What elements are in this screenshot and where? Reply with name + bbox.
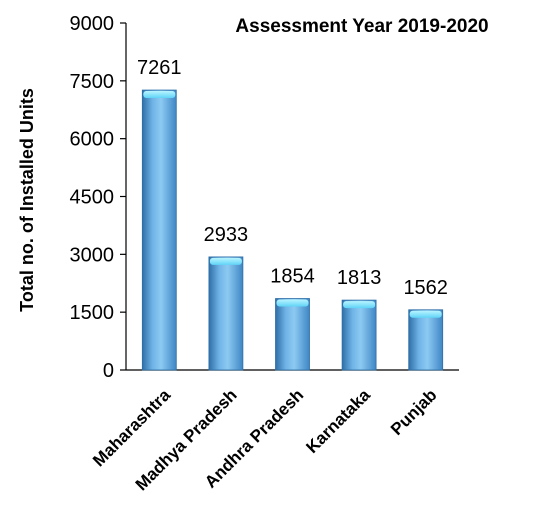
bar-cap-punjab xyxy=(409,310,442,318)
data-label-madhya-pradesh: 2933 xyxy=(204,224,249,246)
y-tick-label-6: 9000 xyxy=(70,13,115,35)
y-tick-label-4: 6000 xyxy=(70,129,115,151)
y-tick-label-5: 7500 xyxy=(70,71,115,93)
bar-andhra-pradesh xyxy=(275,298,310,371)
x-category-label-karnataka: Karnataka xyxy=(302,385,374,457)
bar-cap-karnataka xyxy=(343,301,376,309)
bar-cap-andhra-pradesh xyxy=(276,299,309,307)
data-label-andhra-pradesh: 1854 xyxy=(270,266,315,288)
data-labels-group: 7261 2933 1854 1813 1562 xyxy=(137,57,448,299)
chart-title: Assessment Year 2019-2020 xyxy=(235,16,488,37)
data-label-maharashtra: 7261 xyxy=(137,57,182,79)
data-label-punjab: 1562 xyxy=(403,277,448,299)
y-tick-label-2: 3000 xyxy=(70,244,115,266)
bar-cap-madhya-pradesh xyxy=(209,257,242,265)
y-tick-label-3: 4500 xyxy=(70,187,115,209)
data-label-karnataka: 1813 xyxy=(337,267,382,289)
bar-maharashtra xyxy=(141,89,177,371)
y-tick-label-0: 0 xyxy=(103,360,114,382)
bars-group xyxy=(141,89,444,371)
bar-karnataka xyxy=(341,299,377,371)
y-tick-label-1: 1500 xyxy=(70,302,115,324)
x-category-label-punjab: Punjab xyxy=(387,385,441,439)
y-axis-label: Total no. of Installed Units xyxy=(17,88,37,312)
bar-cap-maharashtra xyxy=(143,91,176,99)
bar-madhya-pradesh xyxy=(208,256,244,371)
bar-punjab xyxy=(408,309,444,371)
y-axis-ticks: 0 1500 3000 4500 6000 7500 9000 xyxy=(70,13,126,382)
